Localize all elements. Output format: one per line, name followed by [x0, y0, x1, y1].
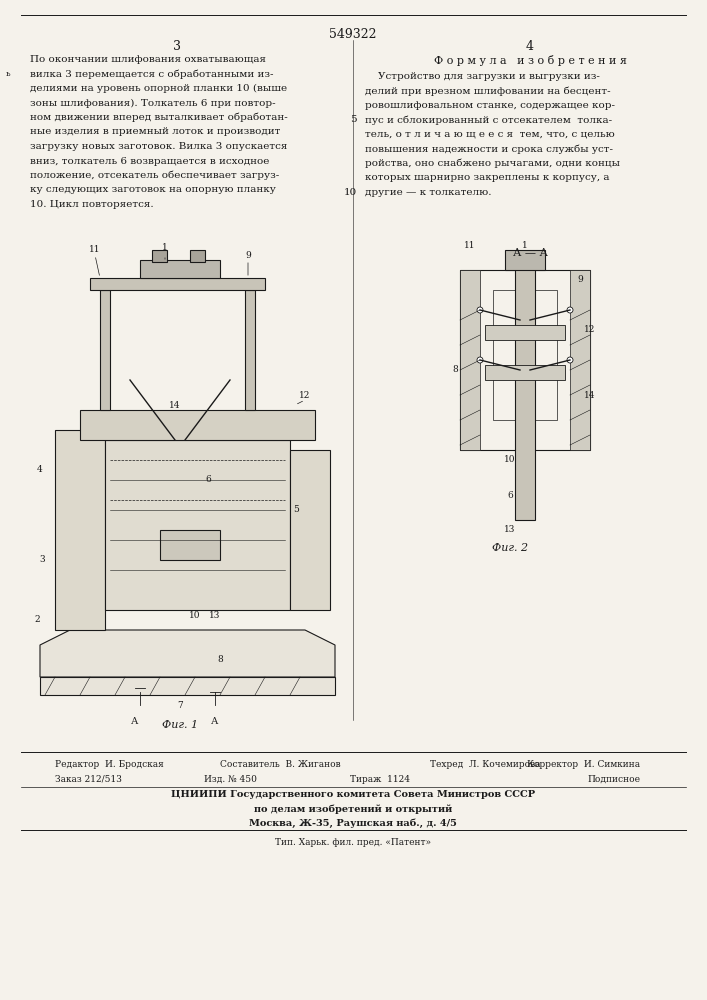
Text: ройства, оно снабжено рычагами, одни концы: ройства, оно снабжено рычагами, одни кон… — [365, 159, 620, 168]
Text: Техред  Л. Кочемирова: Техред Л. Кочемирова — [430, 760, 540, 769]
Circle shape — [477, 307, 483, 313]
Text: делиями на уровень опорной планки 10 (выше: делиями на уровень опорной планки 10 (вы… — [30, 84, 287, 93]
Text: 10: 10 — [344, 188, 357, 197]
Bar — [105, 440, 290, 610]
Text: делий при врезном шлифовании на бесцент-: делий при врезном шлифовании на бесцент- — [365, 87, 611, 96]
Text: 3: 3 — [173, 40, 181, 53]
Text: ь: ь — [6, 70, 11, 78]
Text: 1: 1 — [162, 243, 168, 252]
Text: Составитель  В. Жиганов: Составитель В. Жиганов — [220, 760, 340, 769]
Text: 10: 10 — [189, 610, 201, 619]
Bar — [485, 365, 565, 380]
Text: зоны шлифования). Толкатель 6 при повтор-: зоны шлифования). Толкатель 6 при повтор… — [30, 99, 276, 108]
Text: 1: 1 — [522, 240, 528, 249]
Text: А: А — [211, 717, 218, 726]
Text: Устройство для загрузки и выгрузки из-: Устройство для загрузки и выгрузки из- — [365, 72, 600, 81]
Text: Подписное: Подписное — [587, 775, 640, 784]
Bar — [100, 290, 110, 410]
Bar — [80, 410, 315, 440]
Text: 4: 4 — [526, 40, 534, 53]
Text: 9: 9 — [577, 275, 583, 284]
Circle shape — [477, 357, 483, 363]
Text: Москва, Ж-35, Раушская наб., д. 4/5: Москва, Ж-35, Раушская наб., д. 4/5 — [249, 818, 457, 828]
Text: 8: 8 — [217, 656, 223, 664]
Text: 549322: 549322 — [329, 28, 377, 41]
Bar — [90, 278, 265, 290]
Text: Изд. № 450: Изд. № 450 — [204, 775, 257, 784]
Text: загрузку новых заготовок. Вилка 3 опускается: загрузку новых заготовок. Вилка 3 опуска… — [30, 142, 287, 151]
Bar — [570, 270, 590, 450]
Text: которых шарнирно закреплены к корпусу, а: которых шарнирно закреплены к корпусу, а — [365, 174, 609, 182]
Text: ровошлифовальном станке, содержащее кор-: ровошлифовальном станке, содержащее кор- — [365, 101, 615, 110]
Text: вниз, толкатель 6 возвращается в исходное: вниз, толкатель 6 возвращается в исходно… — [30, 156, 269, 165]
Text: 3: 3 — [39, 556, 45, 564]
Bar — [152, 250, 167, 262]
Text: пус и сблокированный с отсекателем  толка-: пус и сблокированный с отсекателем толка… — [365, 115, 612, 125]
Circle shape — [567, 357, 573, 363]
Bar — [505, 250, 545, 270]
Text: 14: 14 — [169, 400, 181, 410]
Text: 5: 5 — [351, 115, 357, 124]
Text: 10. Цикл повторяется.: 10. Цикл повторяется. — [30, 200, 153, 209]
Bar — [55, 430, 105, 630]
FancyBboxPatch shape — [40, 677, 335, 695]
Text: Тип. Харьк. фил. пред. «Патент»: Тип. Харьк. фил. пред. «Патент» — [275, 838, 431, 847]
Text: 4: 4 — [37, 466, 43, 475]
Text: ном движении вперед выталкивает обработан-: ном движении вперед выталкивает обработа… — [30, 113, 288, 122]
Bar — [160, 530, 220, 560]
Text: Заказ 212/513: Заказ 212/513 — [55, 775, 122, 784]
Text: по делам изобретений и открытий: по делам изобретений и открытий — [254, 804, 452, 814]
Bar — [140, 260, 220, 278]
Text: Тираж  1124: Тираж 1124 — [350, 775, 410, 784]
Bar — [493, 290, 557, 420]
Text: Фиг. 2: Фиг. 2 — [492, 543, 528, 553]
Text: 7: 7 — [177, 700, 183, 710]
Text: 5: 5 — [293, 506, 299, 514]
Text: ЦНИИПИ Государственного комитета Совета Министров СССР: ЦНИИПИ Государственного комитета Совета … — [171, 790, 535, 799]
Text: 6: 6 — [205, 476, 211, 485]
Bar — [485, 325, 565, 340]
Text: А: А — [132, 717, 139, 726]
Text: другие — к толкателю.: другие — к толкателю. — [365, 188, 491, 197]
Text: 10: 10 — [504, 456, 515, 464]
Bar — [190, 250, 205, 262]
Text: положение, отсекатель обеспечивает загруз-: положение, отсекатель обеспечивает загру… — [30, 171, 279, 180]
Text: 11: 11 — [89, 245, 101, 254]
Text: 6: 6 — [507, 490, 513, 499]
Bar — [460, 270, 590, 450]
Bar — [245, 290, 255, 410]
Text: Редактор  И. Бродская: Редактор И. Бродская — [55, 760, 164, 769]
Text: 14: 14 — [584, 390, 596, 399]
Text: повышения надежности и срока службы уст-: повышения надежности и срока службы уст- — [365, 144, 613, 154]
Text: 9: 9 — [245, 250, 251, 259]
Text: 12: 12 — [299, 390, 310, 399]
Polygon shape — [40, 630, 335, 677]
Text: ные изделия в приемный лоток и производит: ные изделия в приемный лоток и производи… — [30, 127, 281, 136]
Text: 13: 13 — [504, 526, 515, 534]
Bar — [515, 260, 535, 520]
Text: ку следующих заготовок на опорную планку: ку следующих заготовок на опорную планку — [30, 186, 276, 194]
Text: 8: 8 — [452, 365, 458, 374]
Bar — [290, 450, 330, 610]
Text: 2: 2 — [34, 615, 40, 624]
Text: Фиг. 1: Фиг. 1 — [162, 720, 198, 730]
Text: По окончании шлифования охватывающая: По окончании шлифования охватывающая — [30, 55, 266, 64]
Text: 13: 13 — [209, 610, 221, 619]
Text: Корректор  И. Симкина: Корректор И. Симкина — [527, 760, 640, 769]
Text: тель, о т л и ч а ю щ е е с я  тем, что, с целью: тель, о т л и ч а ю щ е е с я тем, что, … — [365, 130, 615, 139]
Circle shape — [567, 307, 573, 313]
Text: 11: 11 — [464, 240, 476, 249]
Text: вилка 3 перемещается с обработанными из-: вилка 3 перемещается с обработанными из- — [30, 70, 274, 79]
Text: Ф о р м у л а   и з о б р е т е н и я: Ф о р м у л а и з о б р е т е н и я — [433, 55, 626, 66]
Text: А — А: А — А — [513, 248, 547, 258]
Bar — [460, 270, 480, 450]
Text: 12: 12 — [584, 326, 596, 334]
